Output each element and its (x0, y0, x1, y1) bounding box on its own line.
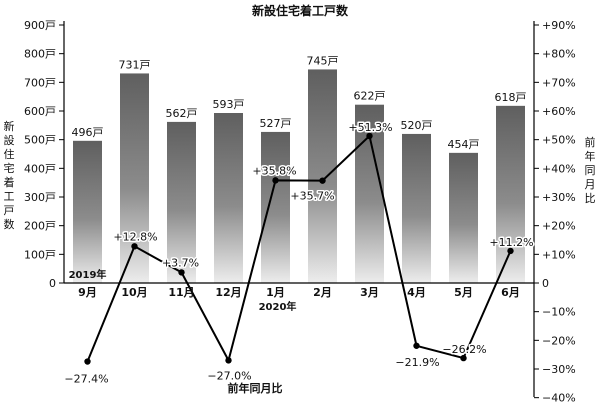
right-axis-title: 前年同月比 (585, 135, 596, 205)
left-tick-label: 100戸 (24, 248, 56, 261)
bar-value-label: 520戸 (401, 119, 433, 132)
line-layer (84, 132, 514, 365)
bar-value-label: 454戸 (448, 138, 480, 151)
labels-layer: 496戸 731戸 562戸 593戸 527戸 745戸 622戸 520戸 454戸 618戸… (4, 19, 596, 405)
left-tick-label: 900戸 (24, 19, 56, 32)
right-tick-label: −20% (542, 334, 576, 347)
right-tick-label: −40% (542, 392, 576, 405)
bar-value-label: 745戸 (307, 54, 339, 67)
left-tick-label: 300戸 (24, 191, 56, 204)
right-tick-label: −10% (542, 306, 576, 319)
yoy-value-label: −26.2% (442, 343, 486, 356)
left-tick-label: 200戸 (24, 220, 56, 233)
bar (73, 140, 102, 283)
bar (308, 69, 337, 283)
right-tick-label: +90% (542, 19, 576, 32)
yoy-point (319, 177, 326, 184)
yoy-value-label: −27.0% (207, 369, 251, 382)
svg-text:前: 前 (585, 135, 596, 149)
category-label: 3月 (360, 286, 379, 299)
svg-text:戸: 戸 (4, 204, 15, 217)
yoy-point (84, 358, 91, 365)
yoy-point (507, 247, 514, 255)
bar (167, 121, 196, 283)
svg-text:同: 同 (585, 164, 596, 177)
category-label: 10月 (121, 286, 147, 299)
bar (402, 133, 431, 283)
category-label: 11月 (168, 286, 194, 299)
axes-layer (59, 21, 539, 399)
yoy-value-label: +51.3% (348, 121, 392, 134)
bar-value-label: 496戸 (72, 126, 104, 139)
category-label: 9月 (78, 286, 97, 299)
category-label: 5月 (454, 286, 473, 299)
left-tick-label: 600戸 (24, 105, 56, 118)
bar-value-label: 731戸 (119, 58, 151, 71)
yoy-point (460, 354, 467, 362)
svg-text:着: 着 (4, 175, 15, 189)
svg-text:新: 新 (4, 119, 15, 133)
year-label: 2020年 (259, 300, 297, 313)
yoy-point (366, 132, 373, 140)
right-tick-label: 0 (542, 277, 549, 290)
bar-value-label: 622戸 (354, 90, 386, 103)
svg-text:住: 住 (4, 147, 15, 161)
category-label: 6月 (501, 286, 520, 299)
left-tick-label: 0 (49, 277, 56, 290)
svg-text:数: 数 (4, 218, 15, 231)
right-tick-label: +10% (542, 248, 576, 261)
bottom-axis-label: 前年同月比 (228, 381, 283, 395)
svg-text:設: 設 (4, 133, 15, 147)
bar (214, 113, 243, 283)
left-tick-label: 800戸 (24, 48, 56, 61)
left-tick-label: 700戸 (24, 76, 56, 89)
left-tick-label: 500戸 (24, 134, 56, 147)
right-tick-label: +60% (542, 105, 576, 118)
svg-text:比: 比 (585, 192, 596, 205)
yoy-point (272, 177, 279, 184)
right-tick-label: +80% (542, 48, 576, 61)
bar (496, 105, 525, 283)
category-label: 4月 (407, 286, 426, 299)
right-tick-label: +70% (542, 76, 576, 89)
yoy-value-label: +3.7% (162, 256, 199, 269)
left-tick-label: 400戸 (24, 162, 56, 175)
bar (261, 131, 290, 283)
yoy-line (86, 133, 512, 364)
yoy-point (225, 357, 232, 364)
right-tick-label: +30% (542, 191, 576, 204)
svg-text:工: 工 (4, 190, 15, 203)
yoy-value-label: +35.7% (290, 190, 334, 203)
yoy-value-label: −27.4% (64, 373, 108, 386)
right-tick-label: +40% (542, 162, 576, 175)
yoy-value-label: +12.8% (113, 230, 157, 243)
bar-value-label: 618戸 (495, 91, 527, 104)
yoy-point (178, 269, 185, 276)
right-tick-label: +50% (542, 134, 576, 147)
yoy-value-label: +35.8% (252, 164, 296, 177)
bar-value-label: 527戸 (260, 117, 292, 130)
yoy-point (413, 342, 420, 349)
category-label: 2月 (313, 286, 332, 299)
bar-value-label: 562戸 (166, 107, 198, 120)
bar-value-label: 593戸 (213, 98, 245, 111)
svg-text:月: 月 (585, 178, 596, 191)
right-tick-label: −30% (542, 363, 576, 376)
category-label: 12月 (215, 286, 241, 299)
yoy-point (131, 243, 138, 250)
bar (449, 152, 478, 283)
category-label: 1月 (266, 286, 285, 299)
yoy-value-label: −21.9% (395, 356, 439, 369)
year-label: 2019年 (69, 268, 107, 281)
svg-text:宅: 宅 (4, 161, 15, 175)
left-axis-title: 新設住宅着工戸数 (4, 119, 15, 231)
chart-title: 新設住宅着工戸数 (252, 3, 349, 18)
right-tick-label: +20% (542, 220, 576, 233)
svg-text:年: 年 (585, 149, 596, 163)
bars-layer (73, 69, 525, 284)
yoy-value-label: +11.2% (489, 236, 533, 249)
